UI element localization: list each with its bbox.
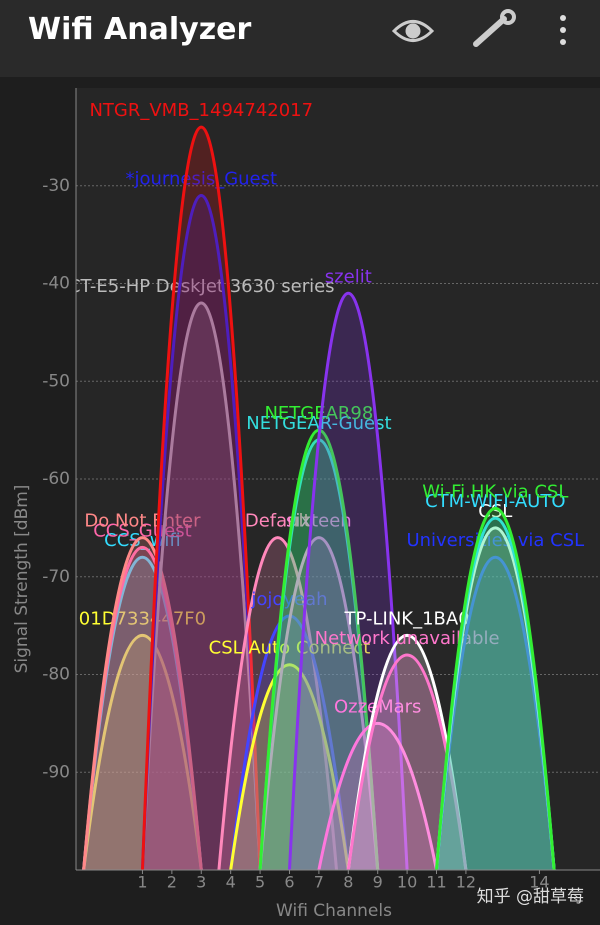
y-tick-label: -70 [42, 567, 70, 587]
network-name: CT-E5-HP DeskJet 3630 series [68, 276, 335, 297]
network-name: Network unavailable [315, 628, 500, 649]
x-tick-label: 5 [255, 873, 265, 892]
y-tick-label: -30 [42, 176, 70, 196]
network-name: Universities via CSL [406, 530, 584, 551]
network-name: 01D733447F0 [79, 608, 206, 629]
network-curve [346, 653, 468, 870]
network-curve [140, 194, 262, 870]
x-tick-label: 10 [397, 873, 417, 892]
network-name: sixteen [286, 511, 352, 532]
network-name: Do Not Enter [84, 511, 201, 532]
network-curve [317, 722, 438, 870]
network-curve [140, 301, 262, 870]
y-tick-label: -90 [42, 762, 70, 782]
x-tick-label: 14 [529, 873, 549, 892]
y-tick-label: -60 [42, 469, 70, 489]
menu-icon[interactable] [560, 15, 566, 45]
network-curve [82, 536, 203, 870]
x-tick-label: 12 [456, 873, 476, 892]
network-name: Wi-Fi.HK via CSL [422, 481, 568, 502]
network-curve [258, 536, 380, 870]
y-axis-label: Signal Strength [dBm] [12, 485, 32, 674]
y-tick-label: -50 [42, 371, 70, 391]
x-tick-label: 9 [373, 873, 383, 892]
x-tick-label: 7 [314, 873, 324, 892]
network-curve [82, 633, 203, 870]
x-tick-label: 3 [196, 873, 206, 892]
x-tick-label: 1 [137, 873, 147, 892]
network-curve [229, 663, 350, 870]
app-title: Wifi Analyzer [28, 12, 252, 47]
network-name: CSL Auto Connect [209, 638, 371, 659]
settings-icon[interactable] [473, 9, 516, 47]
network-name: CTM-WIFI-AUTO [425, 491, 565, 512]
network-name: szelit [325, 266, 372, 287]
x-tick-label: 6 [284, 873, 294, 892]
network-name: NTGR_VMB_1494742017 [89, 100, 313, 121]
network-curve [435, 555, 556, 870]
network-name: TP-LINK_1BA0 [344, 608, 470, 629]
x-tick-label: 11 [426, 873, 446, 892]
toolbar-icons [391, 9, 566, 47]
x-axis-label: Wifi Channels [276, 901, 392, 921]
x-tick-label: 4 [226, 873, 236, 892]
y-tick-label: -40 [42, 274, 70, 294]
x-tick-label: 8 [343, 873, 353, 892]
eye-icon[interactable] [391, 20, 435, 42]
network-curve [140, 125, 262, 870]
network-name: jojoyeah [250, 589, 327, 610]
app-bar: Wifi Analyzer [0, 0, 600, 77]
y-tick-label: -80 [42, 665, 70, 685]
x-tick-label: 2 [167, 873, 177, 892]
network-name: CCS_Guest [93, 520, 191, 541]
watermark: 知乎 @甜草莓 [477, 887, 584, 907]
network-name: NETGEAR98 [264, 403, 373, 424]
network-name: *journesis_Guest [125, 169, 277, 190]
network-curve [287, 291, 409, 870]
network-curve [435, 506, 556, 870]
